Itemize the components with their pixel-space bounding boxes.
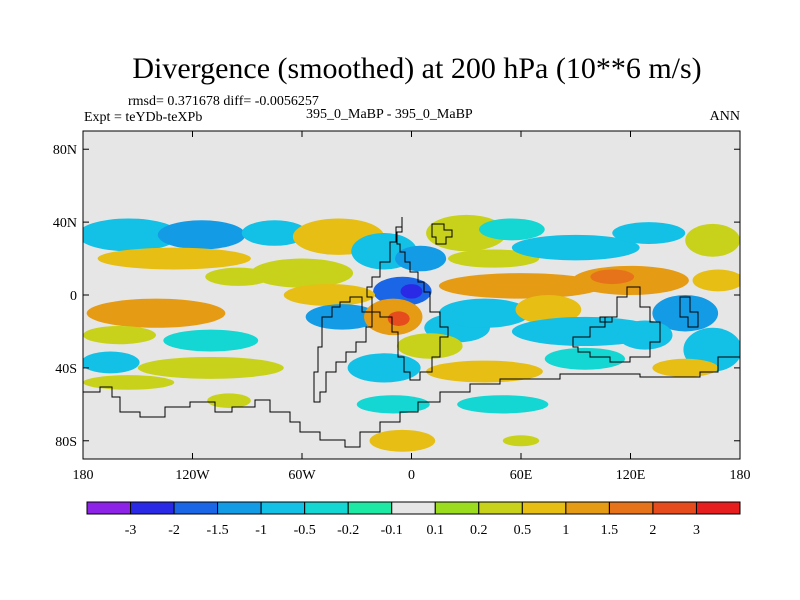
colorbar-level-label: -2: [168, 523, 180, 538]
divergence-region-42: [652, 358, 719, 377]
divergence-field: [83, 131, 740, 459]
divergence-region-47: [369, 429, 436, 452]
colorbar-level-label: 0.1: [427, 523, 445, 538]
colorbar-swatch: [434, 501, 480, 515]
divergence-region-21: [387, 311, 410, 326]
colorbar-swatch: [391, 501, 436, 515]
y-tick-label: 80S: [55, 435, 77, 450]
colorbar-swatch: [652, 501, 697, 515]
season-label: ANN: [709, 109, 740, 124]
colorbar-level-label: -0.5: [294, 523, 316, 538]
x-tick-label: 0: [408, 468, 415, 483]
diff-value: -0.0056257: [254, 94, 319, 109]
x-tick-label: 60E: [510, 468, 533, 483]
colorbar-level-label: 3: [693, 523, 700, 538]
colorbar-swatch: [173, 501, 219, 515]
divergence-region-45: [356, 395, 430, 414]
y-tick-label: 40N: [53, 216, 77, 231]
divergence-region-17: [400, 284, 423, 299]
diff-label: diff=: [223, 94, 252, 109]
y-tick-label: 0: [70, 289, 77, 304]
divergence-region-10: [83, 351, 140, 374]
colorbar-swatch: [565, 501, 610, 515]
colorbar-level-label: 0.5: [514, 523, 532, 538]
divergence-region-6: [250, 258, 354, 288]
divergence-region-30: [685, 223, 740, 257]
divergence-region-33: [590, 269, 635, 285]
colorbar-level-label: 1: [562, 523, 569, 538]
divergence-region-15: [395, 245, 447, 272]
divergence-region-24: [347, 353, 421, 383]
divergence-region-36: [515, 295, 582, 325]
new-zealand-coastline: [679, 296, 699, 328]
map-axes: 180 120W 60W 0 60E 120E 180 80N 40N 0 40S 80S: [53, 130, 751, 483]
divergence-region-38: [544, 347, 626, 370]
divergence-region-27: [448, 249, 540, 268]
colorbar-level-label: -1.5: [207, 523, 229, 538]
colorbar-swatch: [217, 501, 262, 515]
divergence-region-9: [163, 329, 259, 352]
x-tick-label: 180: [73, 468, 94, 483]
colorbar-swatch: [304, 501, 349, 515]
divergence-region-1: [83, 218, 180, 252]
coastline-outline: [83, 217, 740, 448]
colorbar-swatch: [260, 501, 306, 515]
experiment-label: Expt = teYDb-teXPb: [84, 110, 203, 125]
divergence-region-19: [305, 304, 379, 330]
colorbar-swatch: [478, 501, 523, 515]
divergence-region-39: [652, 295, 719, 332]
divergence-region-31: [438, 273, 604, 299]
experiments-compared: 395_0_MaBP - 395_0_MaBP: [306, 107, 473, 122]
stats-line: rmsd= 0.371678 diff= -0.0056257: [128, 94, 319, 110]
rmsd-value: 0.371678: [167, 94, 220, 109]
divergence-region-35: [438, 298, 531, 328]
colorbar-level-label: 1.5: [601, 523, 619, 538]
colorbar-level-label: 2: [649, 523, 656, 538]
colorbar-level-label: -3: [125, 523, 137, 538]
colorbar-swatch: [608, 501, 654, 515]
divergence-region-3: [241, 220, 308, 246]
y-tick-label: 40S: [55, 362, 77, 377]
divergence-region-2: [157, 220, 246, 250]
africa-coastline: [366, 217, 449, 381]
colorbar-swatch: [347, 501, 393, 515]
divergence-region-34: [692, 269, 740, 292]
colorbar: -3 -2 -1.5 -1 -0.5 -0.2 -0.1 0.1 0.2 0.5 1 1.5 2 3: [86, 501, 741, 538]
divergence-region-48: [502, 435, 540, 447]
antarctic-coastline: [83, 356, 740, 448]
plot-title: Divergence (smoothed) at 200 hPa (10**6 …: [132, 52, 702, 85]
south-america-coastline: [313, 296, 373, 403]
divergence-region-46: [207, 393, 251, 408]
divergence-region-26: [479, 218, 545, 241]
colorbar-swatch: [521, 501, 567, 515]
colorbar-level-label: 0.2: [470, 523, 488, 538]
divergence-region-23: [396, 333, 463, 359]
colorbar-swatch: [86, 501, 132, 515]
x-tick-label: 60W: [288, 468, 316, 483]
divergence-region-40: [617, 320, 673, 350]
divergence-region-11: [137, 356, 284, 379]
colorbar-swatch: [130, 501, 175, 515]
divergence-region-12: [83, 375, 175, 390]
colorbar-swatch: [695, 501, 741, 515]
y-tick-label: 80N: [53, 143, 77, 158]
rmsd-label: rmsd=: [128, 94, 164, 109]
colorbar-level-label: -0.1: [381, 523, 403, 538]
colorbar-level-label: -1: [255, 523, 267, 538]
divergence-region-44: [457, 395, 549, 414]
divergence-region-7: [86, 298, 226, 328]
divergence-region-18: [283, 284, 375, 306]
divergence-region-4: [97, 247, 251, 270]
colorbar-level-label: -0.2: [337, 523, 359, 538]
x-tick-label: 120W: [175, 468, 210, 483]
divergence-region-29: [612, 222, 686, 244]
divergence-region-28: [511, 234, 640, 261]
divergence-region-43: [426, 360, 543, 383]
divergence-region-8: [83, 325, 156, 345]
x-tick-label: 180: [730, 468, 751, 483]
indonesia-coastline: [599, 316, 613, 323]
arabia-coastline: [431, 223, 453, 245]
x-tick-label: 120E: [616, 468, 646, 483]
